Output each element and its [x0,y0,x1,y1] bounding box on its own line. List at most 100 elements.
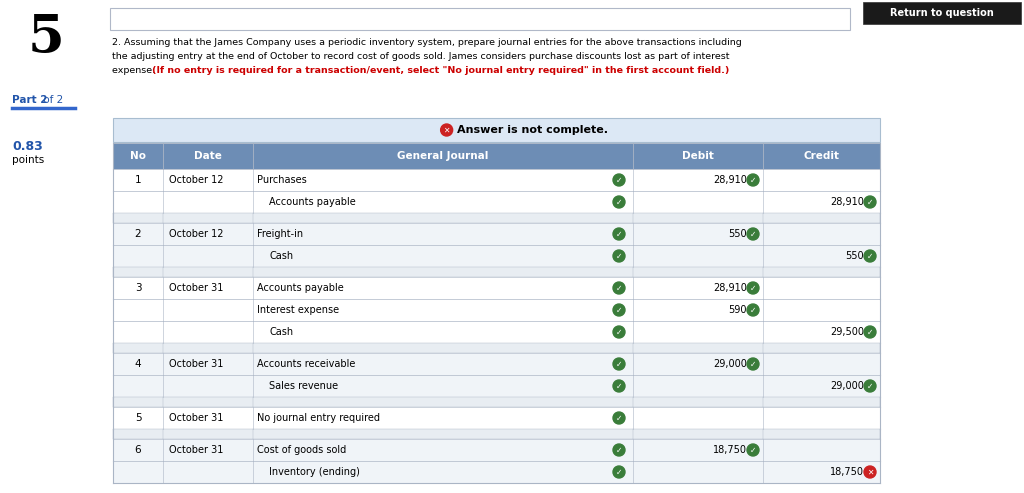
Circle shape [864,326,876,338]
Text: 28,910: 28,910 [713,283,746,293]
Bar [113,169,880,191]
Text: ✓: ✓ [615,251,623,260]
Text: 29,000: 29,000 [830,381,864,391]
Text: 6: 6 [135,445,141,455]
Circle shape [613,380,625,392]
Text: Cash: Cash [269,251,293,261]
Bar [113,397,880,407]
Bar [863,2,1021,24]
Bar [113,223,880,245]
Bar [113,277,880,299]
Text: the adjusting entry at the end of October to record cost of goods sold. James co: the adjusting entry at the end of Octobe… [112,52,729,61]
Circle shape [613,304,625,316]
Bar [113,267,880,277]
Text: ✓: ✓ [615,382,623,390]
Text: ✓: ✓ [615,283,623,292]
Text: 3: 3 [135,283,141,293]
Text: 2. Assuming that the James Company uses a periodic inventory system, prepare jou: 2. Assuming that the James Company uses … [112,38,741,47]
Bar [113,299,880,321]
Text: 29,500: 29,500 [830,327,864,337]
Text: October 31: October 31 [169,359,223,369]
Text: Debit: Debit [682,151,714,161]
Text: Answer is not complete.: Answer is not complete. [457,125,607,135]
Circle shape [746,228,759,240]
Text: ✓: ✓ [615,446,623,455]
Bar [113,353,880,375]
Text: 18,750: 18,750 [713,445,746,455]
Circle shape [746,304,759,316]
Text: Return to question: Return to question [890,8,994,18]
Text: ✓: ✓ [615,414,623,423]
Circle shape [864,196,876,208]
Bar [110,8,850,30]
Text: of 2: of 2 [40,95,63,105]
Text: 550: 550 [728,229,746,239]
Text: October 12: October 12 [169,229,223,239]
Text: ✕: ✕ [866,467,873,477]
Circle shape [613,326,625,338]
Text: 0.83: 0.83 [12,140,43,153]
Text: ✓: ✓ [866,327,873,337]
Text: 28,910: 28,910 [830,197,864,207]
Text: (If no entry is required for a transaction/event, select "No journal entry requi: (If no entry is required for a transacti… [152,66,729,75]
Text: Freight-in: Freight-in [257,229,303,239]
Bar [113,461,880,483]
Text: 550: 550 [846,251,864,261]
Text: ✕: ✕ [443,126,450,135]
Bar [113,407,880,429]
Bar [113,191,880,213]
Text: October 12: October 12 [169,175,223,185]
Text: October 31: October 31 [169,413,223,423]
Text: No: No [130,151,146,161]
Circle shape [746,358,759,370]
Text: ✓: ✓ [866,382,873,390]
Circle shape [613,250,625,262]
Text: Purchases: Purchases [257,175,307,185]
Bar [113,375,880,397]
Text: 590: 590 [728,305,746,315]
Text: 4: 4 [135,359,141,369]
Text: ✓: ✓ [615,327,623,337]
Bar [113,143,880,169]
Text: 5: 5 [28,12,65,63]
Text: Accounts receivable: Accounts receivable [257,359,355,369]
Text: 28,910: 28,910 [713,175,746,185]
Text: No journal entry required: No journal entry required [257,413,380,423]
Bar [113,343,880,353]
Circle shape [613,466,625,478]
Circle shape [440,124,453,136]
Text: ✓: ✓ [615,176,623,184]
Circle shape [613,412,625,424]
Bar [113,321,880,343]
Text: Part 2: Part 2 [12,95,47,105]
Circle shape [613,358,625,370]
Text: expense.: expense. [112,66,158,75]
Text: Cash: Cash [269,327,293,337]
Bar [113,429,880,439]
Bar [113,439,880,461]
Circle shape [613,196,625,208]
Text: ✓: ✓ [750,306,756,315]
Text: ✓: ✓ [750,230,756,239]
Text: ✓: ✓ [866,251,873,260]
Circle shape [746,444,759,456]
Text: ✓: ✓ [615,230,623,239]
Circle shape [613,282,625,294]
Circle shape [746,282,759,294]
Text: Cost of goods sold: Cost of goods sold [257,445,346,455]
Circle shape [613,228,625,240]
Text: ✓: ✓ [615,467,623,477]
Text: Interest expense: Interest expense [257,305,339,315]
Text: points: points [12,155,44,165]
Text: General Journal: General Journal [397,151,488,161]
Text: Date: Date [195,151,222,161]
Text: ✓: ✓ [750,176,756,184]
Circle shape [864,250,876,262]
Text: Credit: Credit [804,151,840,161]
Text: October 31: October 31 [169,283,223,293]
Text: ✓: ✓ [615,306,623,315]
Text: ✓: ✓ [750,446,756,455]
Text: 18,750: 18,750 [830,467,864,477]
Text: ✓: ✓ [866,198,873,207]
Circle shape [613,174,625,186]
